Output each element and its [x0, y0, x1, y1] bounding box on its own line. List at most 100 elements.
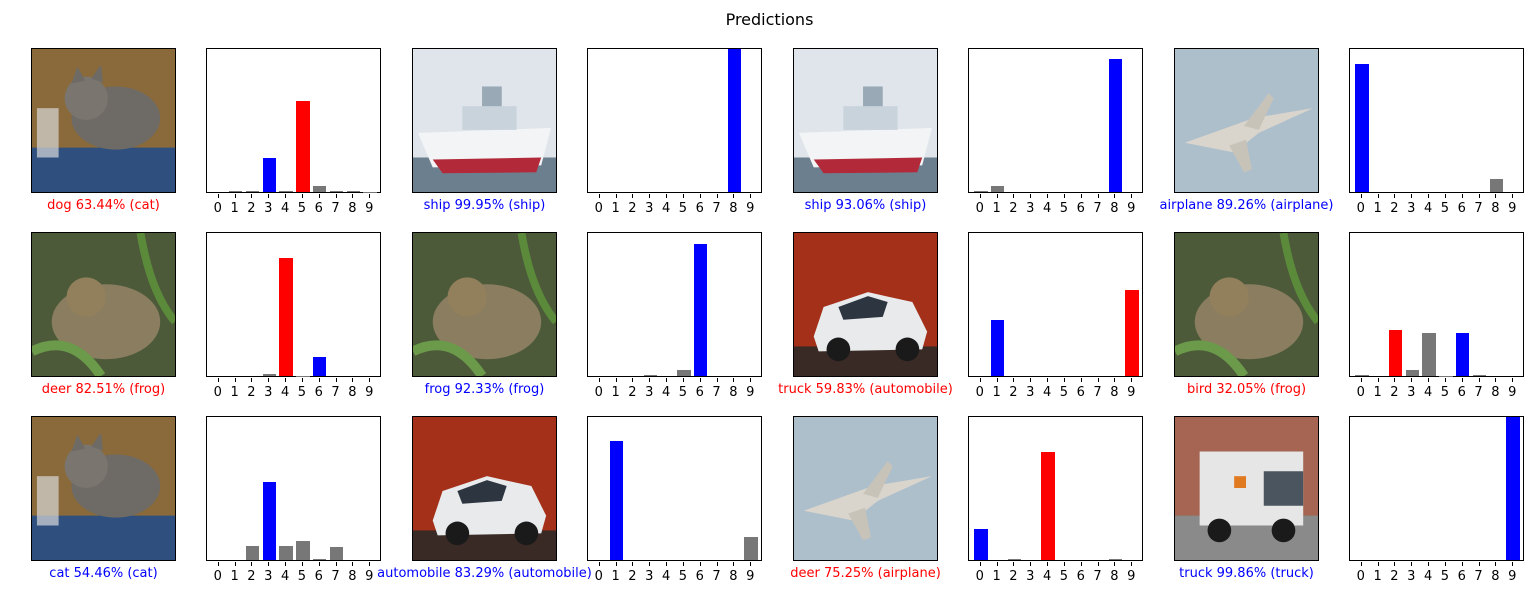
- x-tick-label: 0: [594, 201, 603, 216]
- probability-bar: [279, 191, 293, 192]
- x-tick-label: 6: [314, 569, 323, 584]
- probability-bar: [1506, 417, 1520, 560]
- x-tick-label: 0: [213, 385, 222, 400]
- x-tick-label: 1: [230, 385, 239, 400]
- prediction-caption: dog 63.44% (cat): [47, 198, 160, 213]
- x-tick: [1063, 378, 1065, 382]
- x-tick: [979, 194, 981, 198]
- x-tick: [733, 194, 735, 198]
- x-tick: [1080, 378, 1082, 382]
- x-tick: [1063, 194, 1065, 198]
- x-tick: [1047, 194, 1049, 198]
- x-tick-label: 8: [729, 385, 738, 400]
- x-tick-label: 9: [1127, 385, 1136, 400]
- x-tick: [1114, 194, 1116, 198]
- x-tick: [1063, 562, 1065, 566]
- x-tick-label: 6: [1457, 385, 1466, 400]
- thumbnail-image: [793, 48, 938, 193]
- probability-bar: [245, 190, 260, 192]
- probability-bar: [1456, 333, 1470, 376]
- x-tick: [1394, 562, 1396, 566]
- x-tick: [352, 562, 354, 566]
- probability-bar: [1355, 64, 1369, 192]
- x-tick: [251, 194, 253, 198]
- probability-bar: [279, 545, 293, 560]
- prediction-caption: airplane 89.26% (airplane): [1159, 198, 1334, 213]
- x-tick-label: 1: [611, 201, 620, 216]
- prediction-caption: ship 93.06% (ship): [804, 198, 927, 213]
- x-tick-label: 6: [695, 569, 704, 584]
- x-tick: [1444, 562, 1446, 566]
- x-tick-label: 3: [1026, 569, 1035, 584]
- x-tick: [217, 378, 219, 382]
- x-tick-label: 2: [1390, 385, 1399, 400]
- x-tick-label: 0: [594, 569, 603, 584]
- x-tick-label: 9: [1127, 201, 1136, 216]
- x-tick-label: 0: [975, 569, 984, 584]
- x-tick-label: 5: [678, 201, 688, 216]
- x-tick: [1360, 562, 1362, 566]
- probability-bar: [1388, 330, 1403, 376]
- probability-bar: [279, 258, 293, 376]
- x-tick: [234, 378, 236, 382]
- x-tick-label: 4: [1423, 201, 1433, 216]
- probability-bar: [609, 440, 624, 560]
- x-tick-label: 4: [1423, 569, 1433, 584]
- x-tick: [1013, 378, 1015, 382]
- x-tick: [649, 562, 651, 566]
- probability-bar: [262, 482, 276, 560]
- probability-bar: [1489, 179, 1504, 192]
- x-tick-label: 7: [1093, 201, 1102, 216]
- x-tick-label: 9: [1508, 385, 1517, 400]
- x-tick-label: 1: [992, 569, 1001, 584]
- x-tick: [1047, 562, 1049, 566]
- x-tick-label: 1: [611, 385, 620, 400]
- x-tick: [352, 194, 354, 198]
- x-tick: [1428, 378, 1430, 382]
- prediction-caption: deer 75.25% (airplane): [790, 566, 941, 581]
- x-tick: [318, 194, 320, 198]
- x-tick: [1013, 562, 1015, 566]
- x-tick: [1512, 378, 1514, 382]
- x-tick: [1377, 194, 1379, 198]
- x-tick: [1428, 562, 1430, 566]
- x-tick: [1478, 562, 1480, 566]
- x-tick: [335, 378, 337, 382]
- x-tick: [234, 194, 236, 198]
- x-tick: [369, 194, 371, 198]
- x-tick-label: 7: [1093, 569, 1102, 584]
- x-tick: [598, 562, 600, 566]
- x-tick: [301, 562, 303, 566]
- x-tick-label: 2: [1390, 201, 1399, 216]
- x-tick-label: 9: [365, 385, 374, 400]
- x-tick: [285, 378, 287, 382]
- probability-bar: [1007, 559, 1022, 560]
- probability-bar: [1041, 452, 1055, 560]
- x-tick-label: 7: [1474, 569, 1483, 584]
- probability-bar: [313, 357, 327, 376]
- thumbnail-image: [412, 416, 557, 561]
- x-tick-label: 5: [1059, 201, 1069, 216]
- x-tick: [750, 562, 752, 566]
- x-tick-label: 6: [1076, 385, 1085, 400]
- x-tick-label: 4: [661, 569, 671, 584]
- x-tick-label: 0: [213, 201, 222, 216]
- x-tick-label: 1: [230, 201, 239, 216]
- x-tick-label: 7: [712, 201, 721, 216]
- x-tick: [1047, 378, 1049, 382]
- x-tick-label: 5: [1059, 569, 1069, 584]
- x-tick: [615, 562, 617, 566]
- x-tick-label: 7: [712, 385, 721, 400]
- x-tick-label: 1: [611, 569, 620, 584]
- x-tick-label: 3: [1026, 385, 1035, 400]
- x-tick-label: 9: [1508, 201, 1517, 216]
- x-tick: [996, 562, 998, 566]
- x-tick-label: 8: [729, 569, 738, 584]
- x-tick: [979, 378, 981, 382]
- x-tick-label: 7: [712, 569, 721, 584]
